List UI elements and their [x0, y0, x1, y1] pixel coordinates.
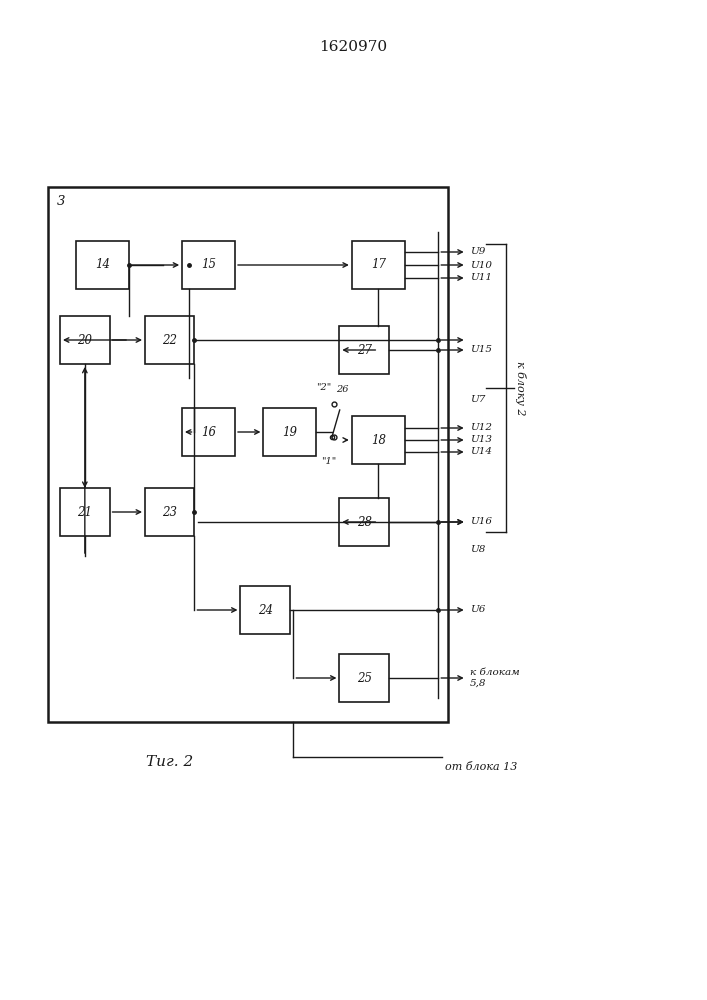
Text: 20: 20: [77, 334, 93, 347]
Text: U14: U14: [470, 448, 492, 456]
Text: 3: 3: [57, 195, 65, 208]
Bar: [351, 241, 404, 289]
Text: 19: 19: [282, 426, 298, 438]
Text: U15: U15: [470, 346, 492, 355]
Text: 1620970: 1620970: [320, 40, 387, 54]
Text: 14: 14: [95, 258, 110, 271]
Text: 21: 21: [77, 506, 93, 518]
Text: U13: U13: [470, 436, 492, 444]
Bar: [339, 498, 389, 546]
Bar: [145, 316, 194, 364]
Text: U9: U9: [470, 247, 486, 256]
Text: U7: U7: [470, 395, 486, 404]
Bar: [182, 408, 235, 456]
Text: 24: 24: [257, 603, 273, 616]
Text: U6: U6: [470, 605, 486, 614]
Text: "2": "2": [316, 383, 332, 392]
Text: U10: U10: [470, 260, 492, 269]
Text: U11: U11: [470, 273, 492, 282]
Text: 27: 27: [356, 344, 372, 357]
Text: "1": "1": [321, 457, 337, 466]
Text: 22: 22: [162, 334, 177, 347]
Bar: [240, 586, 290, 634]
Text: 26: 26: [336, 385, 349, 394]
Bar: [339, 654, 389, 702]
Text: 25: 25: [356, 672, 372, 684]
Bar: [48, 187, 448, 722]
Text: к блокам
5,8: к блокам 5,8: [470, 668, 520, 688]
Text: Τиг. 2: Τиг. 2: [146, 755, 193, 769]
Text: U16: U16: [470, 518, 492, 526]
Bar: [182, 241, 235, 289]
Text: 16: 16: [201, 426, 216, 438]
Text: 18: 18: [370, 434, 386, 446]
Text: U8: U8: [470, 546, 486, 554]
Text: 15: 15: [201, 258, 216, 271]
Text: 17: 17: [370, 258, 386, 271]
Bar: [60, 488, 110, 536]
Bar: [76, 241, 129, 289]
Bar: [263, 408, 316, 456]
Bar: [60, 316, 110, 364]
Bar: [351, 416, 404, 464]
Text: к блоку 2: к блоку 2: [515, 361, 527, 415]
Bar: [339, 326, 389, 374]
Text: от блока 13: от блока 13: [445, 762, 518, 772]
Bar: [145, 488, 194, 536]
Text: 28: 28: [356, 516, 372, 528]
Text: 23: 23: [162, 506, 177, 518]
Text: U12: U12: [470, 424, 492, 432]
